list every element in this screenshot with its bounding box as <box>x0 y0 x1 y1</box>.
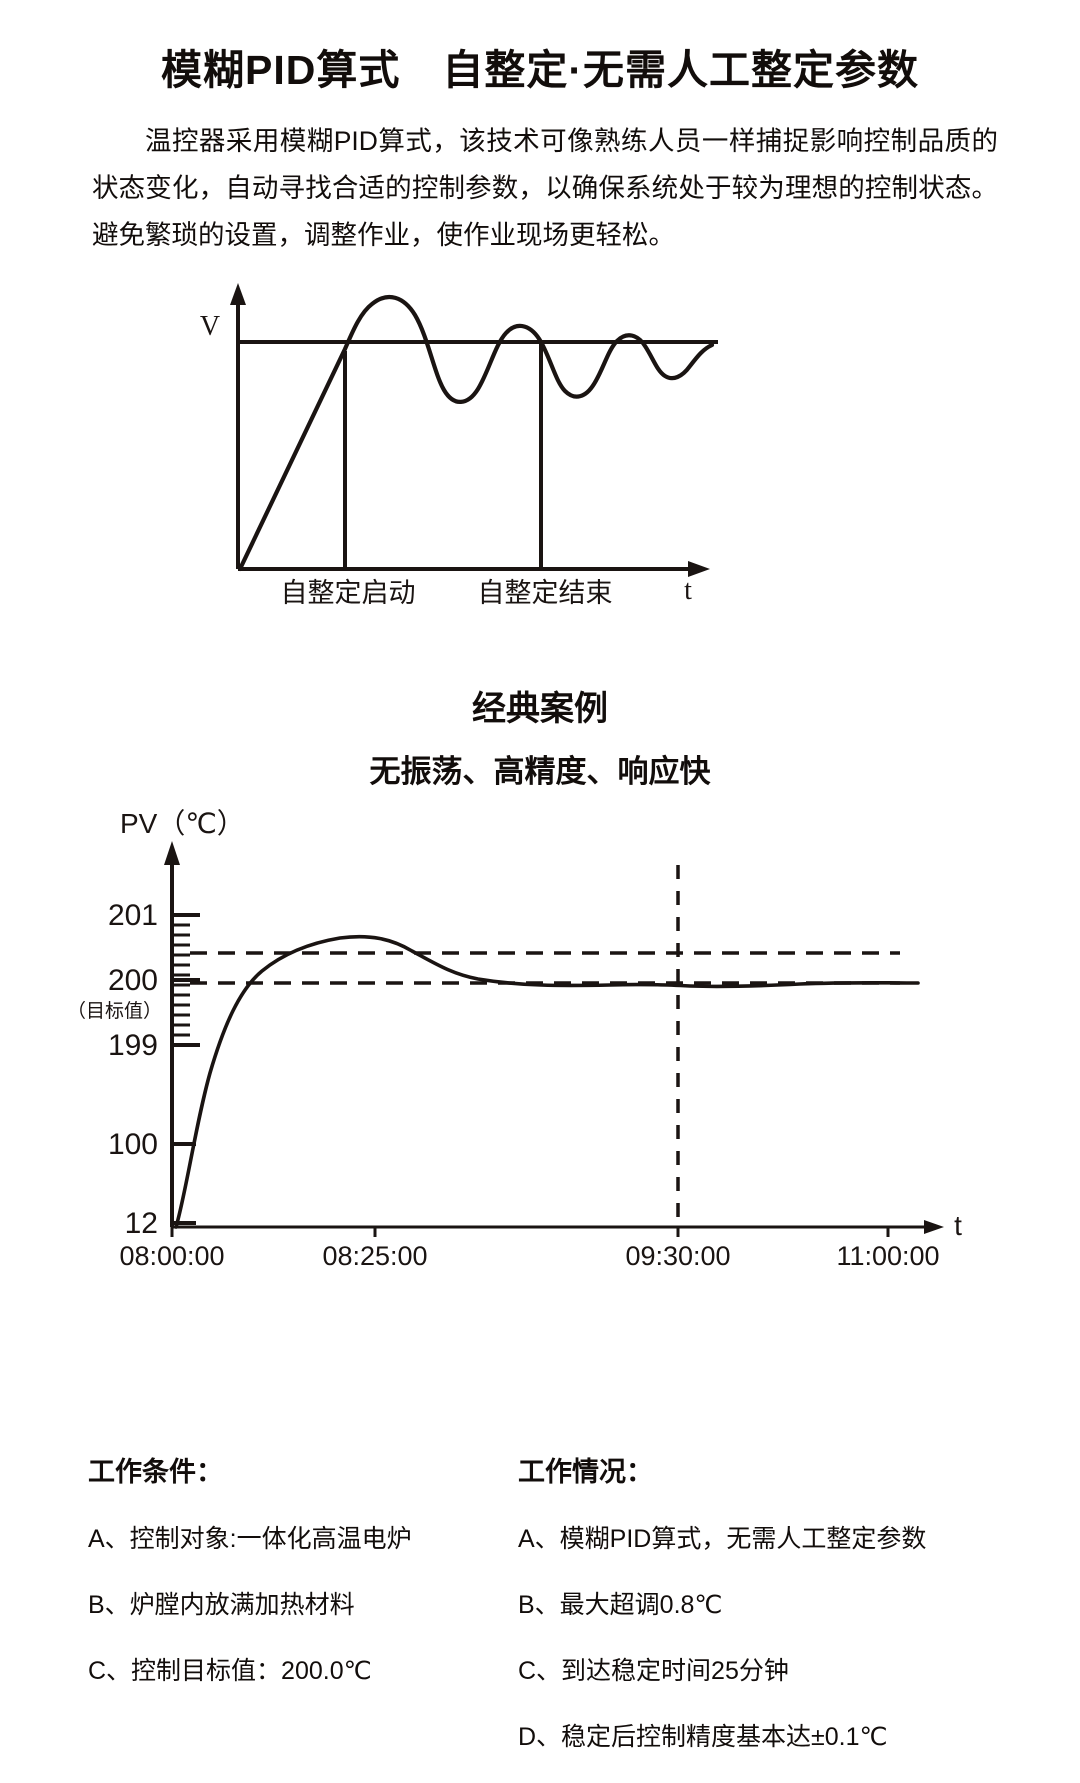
pv-response-curve <box>174 934 920 1229</box>
self-tuning-diagram: V t 自整定启动 自整定结束 <box>0 269 1080 629</box>
y-tick-100: 100 <box>108 1128 158 1161</box>
bottom-sections: 工作条件： A、控制对象:一体化高温电炉 B、炉膛内放满加热材料 C、控制目标值… <box>0 1450 1080 1783</box>
y-tick-target-note: （目标值） <box>67 1000 162 1022</box>
response-curve <box>237 294 715 572</box>
y-tick-12: 12 <box>125 1207 158 1240</box>
marker-start-label: 自整定启动 <box>281 578 416 608</box>
intro-paragraph: 温控器采用模糊PID算式，该技术可像熟练人员一样捕捉影响控制品质的状态变化，自动… <box>92 126 998 250</box>
classic-case-svg: PV（℃） t <box>67 808 962 1271</box>
case-subheading: 无振荡、高精度、响应快 <box>369 754 711 789</box>
x-axis-label: t <box>684 575 692 606</box>
x-tick-3: 09:30:00 <box>625 1241 730 1271</box>
x-tick-2: 08:25:00 <box>322 1241 427 1271</box>
y-axis <box>230 283 246 569</box>
x-tick-4: 11:00:00 <box>836 1241 939 1271</box>
situation-item-a: A、模糊PID算式，无需人工整定参数 <box>518 1525 927 1553</box>
page-title: 模糊PID算式 自整定·无需人工整定参数 <box>161 47 919 93</box>
x-ticks <box>170 1227 890 1237</box>
marker-end-label: 自整定结束 <box>478 578 613 608</box>
case-heading: 经典案例 <box>472 690 608 728</box>
self-tuning-svg: V t 自整定启动 自整定结束 <box>200 283 718 608</box>
conditions-item-a: A、控制对象:一体化高温电炉 <box>88 1525 412 1553</box>
situation-heading: 工作情况： <box>518 1457 653 1487</box>
conditions-item-c: C、控制目标值：200.0℃ <box>88 1657 372 1685</box>
x-axis <box>172 1220 944 1234</box>
x-axis-label: t <box>954 1210 962 1241</box>
y-tick-199: 199 <box>108 1029 158 1062</box>
situation-item-b: B、最大超调0.8℃ <box>518 1591 723 1619</box>
situation-item-d: D、稳定后控制精度基本达±0.1℃ <box>518 1723 888 1751</box>
classic-case-chart: PV（℃） t <box>0 793 1080 1273</box>
x-tick-1: 08:00:00 <box>119 1241 224 1271</box>
conditions-section: 工作条件： A、控制对象:一体化高温电炉 B、炉膛内放满加热材料 C、控制目标值… <box>0 1450 470 1783</box>
situation-section: 工作情况： A、模糊PID算式，无需人工整定参数 B、最大超调0.8℃ C、到达… <box>470 1450 1080 1783</box>
conditions-heading: 工作条件： <box>88 1457 223 1487</box>
x-axis <box>238 561 710 577</box>
conditions-item-b: B、炉膛内放满加热材料 <box>88 1591 355 1619</box>
y-tick-201: 201 <box>108 899 158 932</box>
y-tick-200: 200 <box>108 964 158 997</box>
y-axis-label: PV（℃） <box>120 808 245 839</box>
y-axis-label: V <box>200 311 220 342</box>
situation-item-c: C、到达稳定时间25分钟 <box>518 1657 789 1685</box>
